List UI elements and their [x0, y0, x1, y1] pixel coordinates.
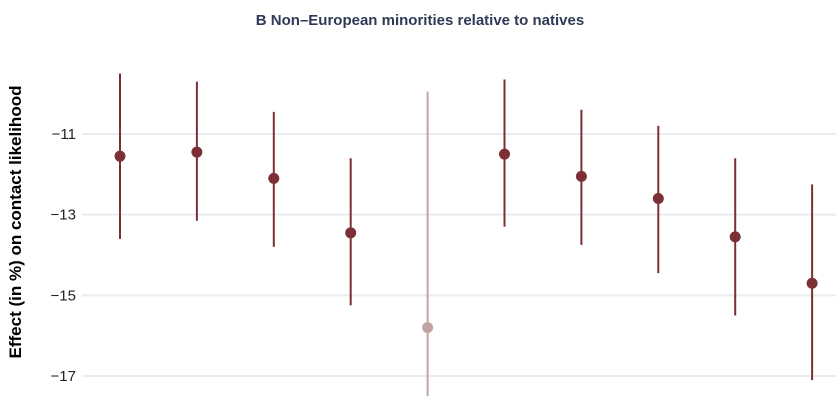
estimate-point [191, 146, 203, 158]
estimate-point [806, 277, 818, 289]
estimate-point [652, 193, 664, 205]
estimate-point [575, 170, 587, 182]
y-tick-label: −17 [51, 368, 76, 385]
estimate-point [114, 150, 126, 162]
estimate-point [268, 172, 280, 184]
estimate-point [422, 322, 434, 334]
y-tick-label: −13 [51, 207, 76, 224]
estimate-point [345, 227, 357, 239]
y-tick-label: −11 [52, 126, 76, 143]
estimate-point [499, 148, 510, 160]
y-tick-label: −15 [51, 287, 76, 304]
chart-title: B Non–European minorities relative to na… [255, 12, 585, 29]
estimate-point [729, 231, 741, 243]
